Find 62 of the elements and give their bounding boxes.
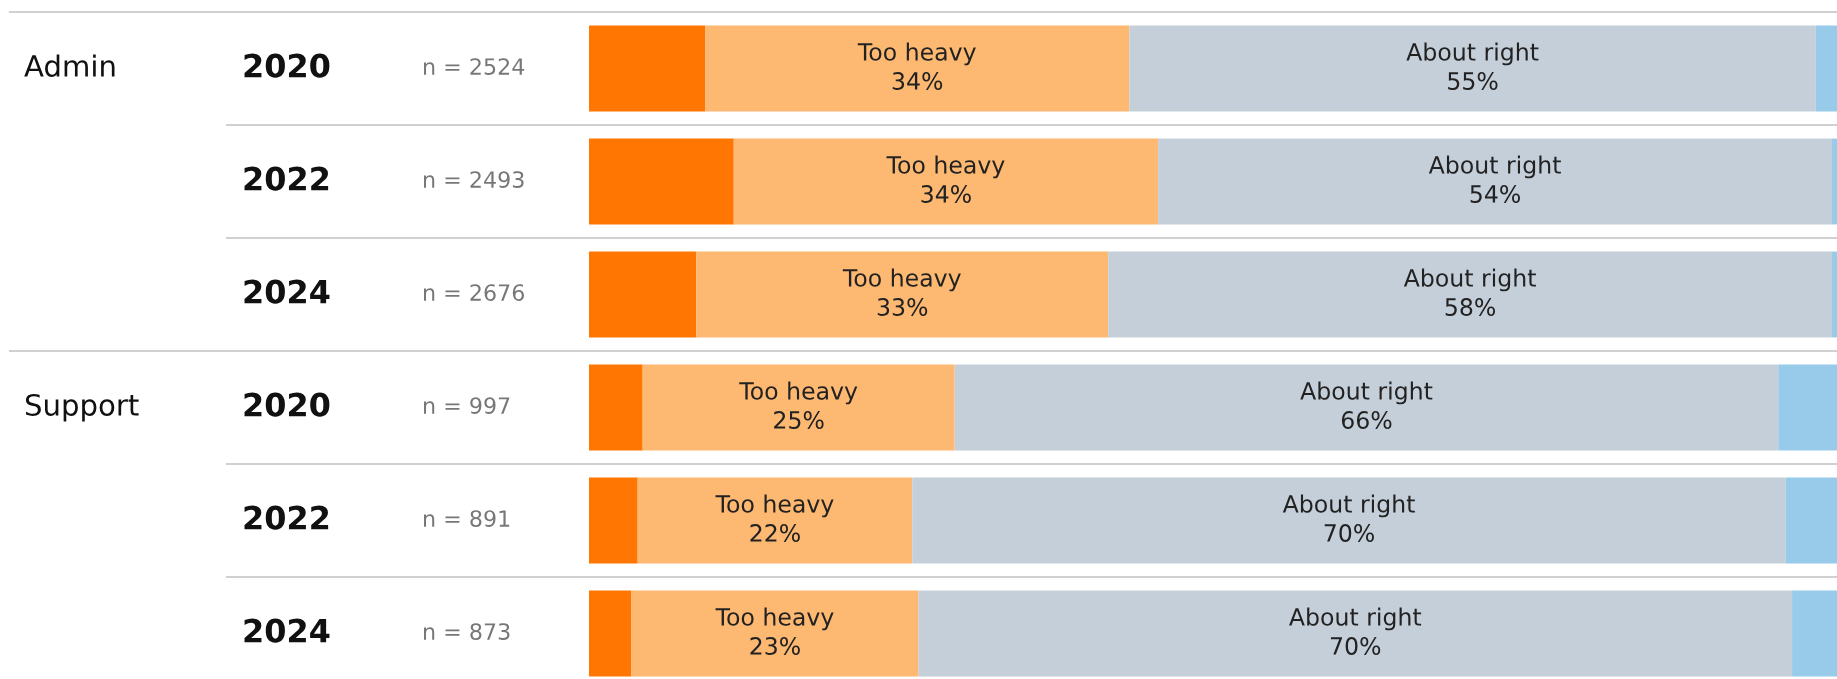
data-label: 25% — [774, 411, 824, 429]
bar — [1778, 364, 1837, 451]
text: n = 873 — [424, 623, 510, 640]
bar — [1158, 138, 1833, 225]
text: Too heavy — [715, 607, 834, 631]
bar — [1832, 138, 1837, 225]
data-label: 70% — [1324, 524, 1374, 542]
data-label: 54% — [1470, 185, 1520, 203]
y-tick-label: 2022 — [244, 505, 329, 530]
text: About right — [1403, 268, 1536, 292]
data-label: 33% — [877, 298, 928, 316]
bar — [954, 364, 1779, 451]
text: Too heavy — [715, 494, 834, 518]
y-tick-label: 2024 — [244, 279, 330, 304]
text: Too heavy — [842, 268, 961, 292]
bar — [1792, 590, 1837, 677]
y-tick-label: 2024 — [244, 618, 330, 643]
data-label: 70% — [1330, 637, 1381, 655]
text: Support — [25, 393, 139, 422]
bar — [1108, 251, 1833, 338]
bar — [637, 477, 913, 564]
bar — [705, 25, 1130, 112]
data-label: 34% — [892, 72, 943, 90]
bar — [589, 251, 697, 338]
data-label: 23% — [750, 637, 800, 655]
text: n = 997 — [424, 397, 510, 414]
text: n = 2493 — [424, 171, 524, 188]
data-label: 34% — [921, 185, 971, 203]
data-label: 58% — [1445, 298, 1496, 316]
bar — [589, 25, 706, 112]
text: n = 891 — [424, 510, 510, 527]
bar — [1832, 251, 1837, 338]
bar — [589, 590, 632, 677]
text: Too heavy — [739, 381, 858, 405]
bar — [1815, 25, 1837, 112]
bar — [696, 251, 1109, 338]
text: Too heavy — [857, 42, 976, 66]
text: About right — [1300, 381, 1433, 405]
series-label: Too heavy — [886, 155, 1005, 179]
y-tick-label: 2020 — [244, 392, 330, 417]
bar — [1785, 477, 1837, 564]
y-tick-label: 2022 — [244, 166, 329, 191]
y-tick-label: 2020 — [244, 53, 330, 78]
data-label: 55% — [1448, 72, 1498, 90]
text: About right — [1406, 42, 1539, 66]
data-label: 66% — [1341, 411, 1392, 429]
text: About right — [1282, 494, 1415, 518]
text: About right — [1289, 607, 1422, 631]
data-label: 22% — [750, 524, 800, 542]
bar — [631, 590, 919, 677]
bar — [589, 138, 734, 225]
bar — [1129, 25, 1816, 112]
text: n = 2676 — [424, 284, 524, 301]
bar — [642, 364, 955, 451]
bar — [589, 364, 643, 451]
bar — [733, 138, 1159, 225]
bar — [589, 477, 638, 564]
bar — [912, 477, 1786, 564]
series-label: About right — [1428, 155, 1561, 179]
bar — [918, 590, 1793, 677]
text: Admin — [24, 54, 115, 77]
text: n = 2524 — [424, 58, 525, 75]
